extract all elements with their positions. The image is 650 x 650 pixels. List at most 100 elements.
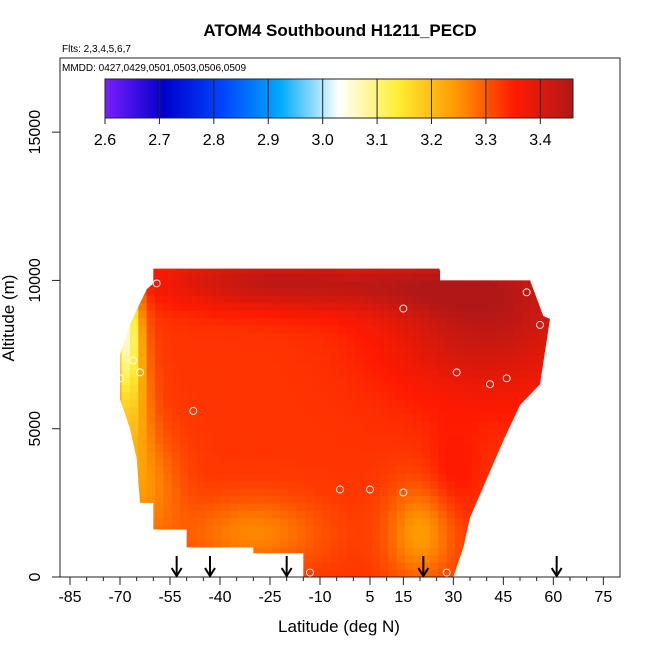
heat-cell (230, 280, 239, 289)
heat-cell (388, 317, 398, 326)
heat-cell (371, 399, 381, 408)
heat-cell (421, 539, 431, 548)
heat-cell (305, 480, 314, 489)
heat-cell (505, 458, 514, 467)
heat-cell (188, 310, 198, 319)
heat-cell (338, 443, 348, 452)
heat-cell (321, 569, 331, 577)
heat-cell (296, 347, 306, 356)
heat-cell (413, 406, 423, 415)
heat-cell (396, 324, 406, 333)
heat-cell (238, 450, 248, 459)
heat-cell (538, 436, 548, 445)
heat-cell (130, 310, 139, 319)
heat-cell (371, 317, 381, 326)
heat-cell (530, 361, 539, 370)
heat-cell (280, 295, 289, 304)
heat-cell (388, 517, 398, 526)
heat-cell (305, 302, 314, 311)
heat-cell (413, 273, 423, 282)
heat-cell (196, 488, 206, 497)
heat-cell (330, 354, 339, 363)
heat-cell (138, 317, 148, 326)
heat-cell (505, 332, 514, 341)
heat-cell (380, 517, 389, 526)
heat-cell (238, 539, 248, 548)
heat-cell (438, 347, 448, 356)
heat-cell (121, 510, 131, 519)
heat-cell (238, 384, 248, 393)
heat-cell (205, 391, 214, 400)
heat-cell (296, 532, 306, 541)
heat-cell (355, 406, 364, 415)
heat-cell (438, 354, 448, 363)
heat-cell (205, 369, 214, 378)
heat-cell (355, 539, 364, 548)
heat-cell (313, 525, 323, 534)
heat-cell (488, 450, 498, 459)
heat-cell (546, 361, 550, 370)
heat-cell (146, 384, 156, 393)
heat-cell (221, 273, 231, 282)
heat-cell (263, 354, 273, 363)
heat-cell (521, 554, 531, 563)
heat-cell (238, 391, 248, 400)
heat-cell (438, 502, 448, 511)
heat-cell (546, 287, 550, 296)
heat-cell (305, 273, 314, 282)
heat-cell (121, 473, 131, 482)
heat-cell (255, 317, 264, 326)
heat-cell (246, 295, 256, 304)
sample-point (502, 374, 511, 383)
heat-cell (388, 539, 398, 548)
heat-cell (221, 310, 231, 319)
heat-cell (546, 480, 550, 489)
heat-cell (321, 465, 331, 474)
heat-cell (363, 547, 373, 556)
heat-cell (188, 324, 198, 333)
heat-cell (421, 369, 431, 378)
heat-cell (421, 268, 431, 274)
heat-cell (163, 339, 173, 348)
heat-cell (288, 324, 298, 333)
heat-cell (230, 302, 239, 311)
heat-cell (146, 517, 156, 526)
heat-cell (530, 413, 539, 422)
heat-cell (188, 302, 198, 311)
heat-cell (463, 443, 473, 452)
heat-cell (421, 413, 431, 422)
sample-point (136, 368, 144, 377)
heat-cell (138, 495, 148, 504)
heat-cell (405, 465, 414, 474)
heat-cell (196, 280, 206, 289)
heat-cell (346, 317, 356, 326)
heat-cell (355, 488, 364, 497)
heat-cell (455, 421, 464, 430)
heat-cell (438, 273, 448, 282)
heat-cell (321, 295, 331, 304)
heat-cell (405, 532, 414, 541)
heat-cell (463, 465, 473, 474)
heat-cell (346, 354, 356, 363)
heat-cell (221, 532, 231, 541)
heat-cell (396, 473, 406, 482)
heat-cell (180, 569, 189, 577)
heat-cell (471, 428, 481, 437)
heat-cell (221, 399, 231, 408)
heat-cell (155, 354, 164, 363)
heat-cell (538, 332, 548, 341)
heat-cell (188, 517, 198, 526)
heat-cell (296, 554, 306, 563)
heat-cell (255, 332, 264, 341)
heat-cell (230, 488, 239, 497)
heat-cell (155, 495, 164, 504)
heat-cell (230, 539, 239, 548)
heat-cell (496, 532, 506, 541)
heat-cell (413, 554, 423, 563)
heat-cell (505, 465, 514, 474)
heat-cell (463, 554, 473, 563)
heat-cell (180, 465, 189, 474)
flight-arrow (417, 556, 430, 578)
heat-cell (480, 510, 489, 519)
heat-cell (255, 391, 264, 400)
